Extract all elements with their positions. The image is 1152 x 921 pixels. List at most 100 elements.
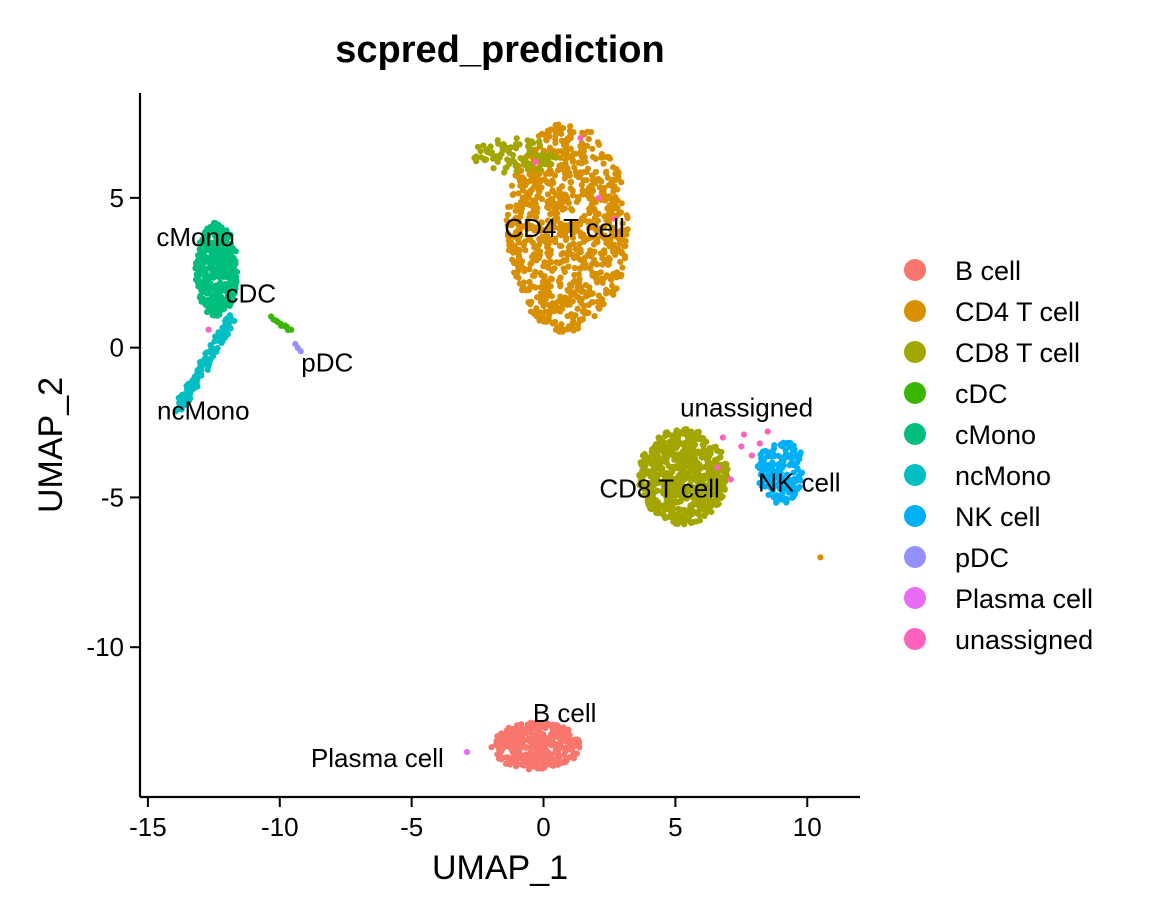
data-point [618, 271, 625, 278]
data-point [562, 157, 569, 164]
data-point [506, 220, 514, 228]
legend-swatch [904, 300, 926, 322]
data-point [548, 293, 555, 300]
data-point [568, 205, 575, 213]
data-point [778, 479, 786, 487]
data-point [572, 245, 579, 253]
data-point [585, 235, 592, 242]
data-point [541, 156, 548, 163]
legend-swatch [904, 259, 926, 281]
data-point [563, 757, 570, 764]
data-point [715, 455, 722, 462]
data-point [796, 472, 803, 479]
data-point [574, 305, 581, 312]
data-point [547, 250, 554, 257]
data-point [765, 461, 772, 468]
data-point [690, 500, 697, 507]
data-point [544, 264, 551, 271]
data-point [722, 478, 729, 485]
data-point [555, 752, 563, 759]
data-point [685, 462, 692, 469]
data-point [598, 150, 606, 158]
data-point [681, 483, 688, 490]
data-point [565, 263, 572, 270]
legend-item-b-cell: B cell [904, 256, 1021, 286]
data-point [219, 299, 227, 307]
data-point [660, 511, 667, 519]
data-point [660, 438, 667, 446]
data-point [544, 204, 551, 211]
data-point [550, 188, 557, 195]
data-point [605, 154, 612, 161]
data-point [603, 240, 610, 247]
data-point [532, 739, 539, 746]
data-point [661, 484, 668, 491]
data-point [573, 198, 580, 206]
data-point [696, 517, 703, 524]
data-point [595, 194, 603, 201]
data-point [527, 146, 535, 153]
data-point [613, 166, 620, 173]
data-point [738, 443, 745, 450]
data-point [203, 308, 211, 316]
data-point [208, 350, 216, 357]
data-point [288, 326, 295, 333]
data-point [586, 264, 593, 271]
data-point [572, 168, 579, 175]
data-point [650, 482, 658, 489]
data-point [544, 198, 551, 206]
legend-label: NK cell [955, 502, 1041, 532]
data-point [673, 443, 681, 450]
data-point [773, 481, 780, 488]
data-point [622, 242, 629, 250]
data-point [639, 467, 646, 475]
cluster-points-cd8-t-cell [471, 135, 559, 176]
data-point [541, 161, 548, 168]
cluster-points-b-cell [488, 719, 583, 773]
data-point [544, 217, 552, 224]
x-axis-label: UMAP_1 [432, 849, 568, 887]
data-point [494, 751, 501, 758]
data-point [764, 452, 771, 460]
data-point [606, 256, 613, 263]
data-point [220, 236, 228, 243]
data-point [581, 302, 588, 309]
legend-label: ncMono [955, 461, 1051, 491]
data-point [690, 463, 697, 470]
data-point [571, 264, 579, 272]
data-point [504, 730, 511, 738]
data-point [527, 202, 534, 209]
data-point [524, 137, 531, 144]
data-point [790, 469, 797, 476]
data-point [556, 276, 563, 284]
data-point [562, 164, 569, 171]
data-point [490, 165, 497, 172]
data-point [587, 182, 595, 189]
data-point [565, 726, 572, 734]
data-point [669, 434, 677, 442]
data-point [619, 264, 626, 271]
data-point [574, 254, 581, 261]
data-point [595, 304, 602, 311]
data-point [589, 153, 597, 161]
data-point [196, 239, 203, 246]
data-point [552, 139, 559, 147]
data-point [671, 456, 678, 463]
data-point [618, 226, 625, 234]
data-point [672, 520, 679, 527]
data-point [527, 222, 535, 229]
data-point [554, 167, 562, 174]
data-point [517, 737, 524, 744]
data-point [203, 258, 210, 265]
data-point [526, 234, 534, 241]
data-point [564, 227, 572, 234]
legend-item-unassigned: unassigned [904, 625, 1093, 655]
data-point [690, 475, 697, 482]
cluster-points-cd4-t-cell [817, 554, 824, 561]
data-point [601, 247, 608, 254]
data-point [196, 294, 203, 301]
legend-label: cDC [955, 379, 1008, 409]
data-point [672, 498, 679, 505]
data-point [611, 233, 618, 240]
